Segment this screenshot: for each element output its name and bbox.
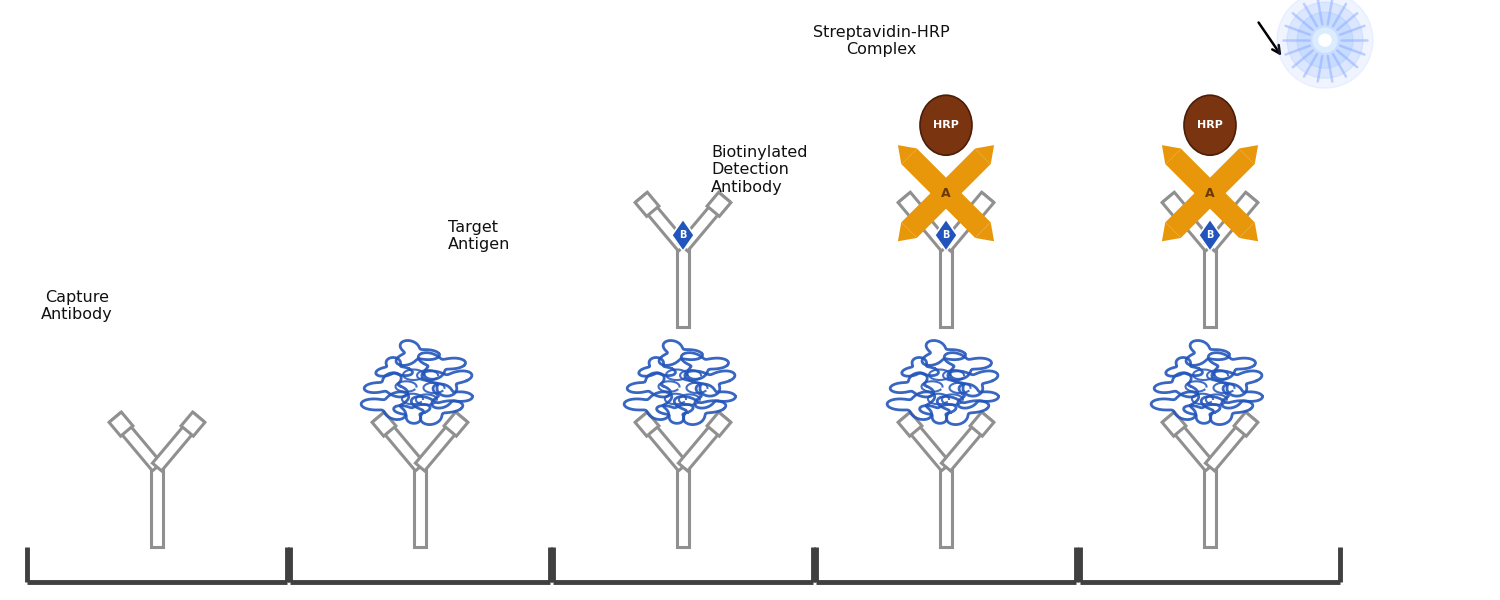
Polygon shape: [678, 194, 729, 251]
Circle shape: [1312, 28, 1336, 52]
Polygon shape: [153, 413, 204, 471]
FancyBboxPatch shape: [1204, 247, 1216, 327]
Text: HRP: HRP: [1197, 120, 1222, 130]
Text: Biotinylated
Detection
Antibody: Biotinylated Detection Antibody: [711, 145, 807, 195]
Polygon shape: [975, 222, 994, 241]
Circle shape: [1318, 34, 1330, 46]
Polygon shape: [706, 192, 730, 217]
Polygon shape: [898, 192, 922, 217]
Polygon shape: [938, 185, 990, 238]
Polygon shape: [1239, 222, 1258, 241]
Polygon shape: [416, 413, 466, 471]
Polygon shape: [444, 412, 468, 436]
Polygon shape: [634, 192, 658, 217]
Polygon shape: [902, 185, 954, 238]
FancyBboxPatch shape: [676, 467, 688, 547]
Text: Streptavidin-HRP
Complex: Streptavidin-HRP Complex: [813, 25, 950, 58]
FancyBboxPatch shape: [940, 467, 952, 547]
Ellipse shape: [1184, 95, 1236, 155]
Polygon shape: [970, 192, 994, 217]
Polygon shape: [1164, 413, 1215, 471]
Polygon shape: [1166, 185, 1218, 238]
FancyBboxPatch shape: [676, 247, 688, 327]
Polygon shape: [938, 149, 990, 201]
Circle shape: [1287, 2, 1364, 78]
Text: A: A: [1204, 187, 1215, 200]
FancyBboxPatch shape: [1204, 467, 1216, 547]
Polygon shape: [898, 145, 916, 164]
Polygon shape: [1166, 149, 1218, 201]
Polygon shape: [934, 219, 957, 251]
Polygon shape: [900, 194, 951, 251]
Polygon shape: [1206, 413, 1257, 471]
Polygon shape: [1239, 145, 1258, 164]
Polygon shape: [898, 222, 916, 241]
Polygon shape: [975, 145, 994, 164]
Polygon shape: [902, 149, 954, 201]
Polygon shape: [1234, 192, 1258, 217]
Polygon shape: [111, 413, 162, 471]
Polygon shape: [678, 413, 729, 471]
Ellipse shape: [920, 95, 972, 155]
FancyBboxPatch shape: [414, 467, 426, 547]
Polygon shape: [1162, 145, 1180, 164]
Text: A: A: [940, 187, 951, 200]
Circle shape: [1298, 12, 1353, 68]
Polygon shape: [182, 412, 206, 436]
Polygon shape: [1162, 222, 1180, 241]
Polygon shape: [672, 219, 694, 251]
Circle shape: [1276, 0, 1372, 88]
Polygon shape: [634, 412, 658, 436]
Polygon shape: [636, 413, 687, 471]
Polygon shape: [1164, 194, 1215, 251]
Text: Capture
Antibody: Capture Antibody: [40, 290, 112, 322]
Text: B: B: [1206, 230, 1214, 240]
Polygon shape: [1162, 412, 1186, 436]
Text: HRP: HRP: [933, 120, 958, 130]
FancyBboxPatch shape: [940, 247, 952, 327]
Polygon shape: [110, 412, 134, 436]
Polygon shape: [636, 194, 687, 251]
Polygon shape: [1198, 219, 1221, 251]
Polygon shape: [898, 412, 922, 436]
Polygon shape: [706, 412, 730, 436]
Polygon shape: [942, 194, 993, 251]
Text: Target
Antigen: Target Antigen: [448, 220, 510, 253]
Polygon shape: [900, 413, 951, 471]
Polygon shape: [372, 412, 396, 436]
Text: B: B: [942, 230, 950, 240]
Polygon shape: [942, 413, 993, 471]
Polygon shape: [970, 412, 994, 436]
Polygon shape: [1202, 149, 1254, 201]
Polygon shape: [1202, 185, 1254, 238]
Circle shape: [1306, 22, 1342, 58]
Polygon shape: [1206, 194, 1257, 251]
Polygon shape: [1162, 192, 1186, 217]
FancyBboxPatch shape: [152, 467, 164, 547]
Polygon shape: [374, 413, 424, 471]
Polygon shape: [1234, 412, 1258, 436]
Text: B: B: [680, 230, 687, 240]
